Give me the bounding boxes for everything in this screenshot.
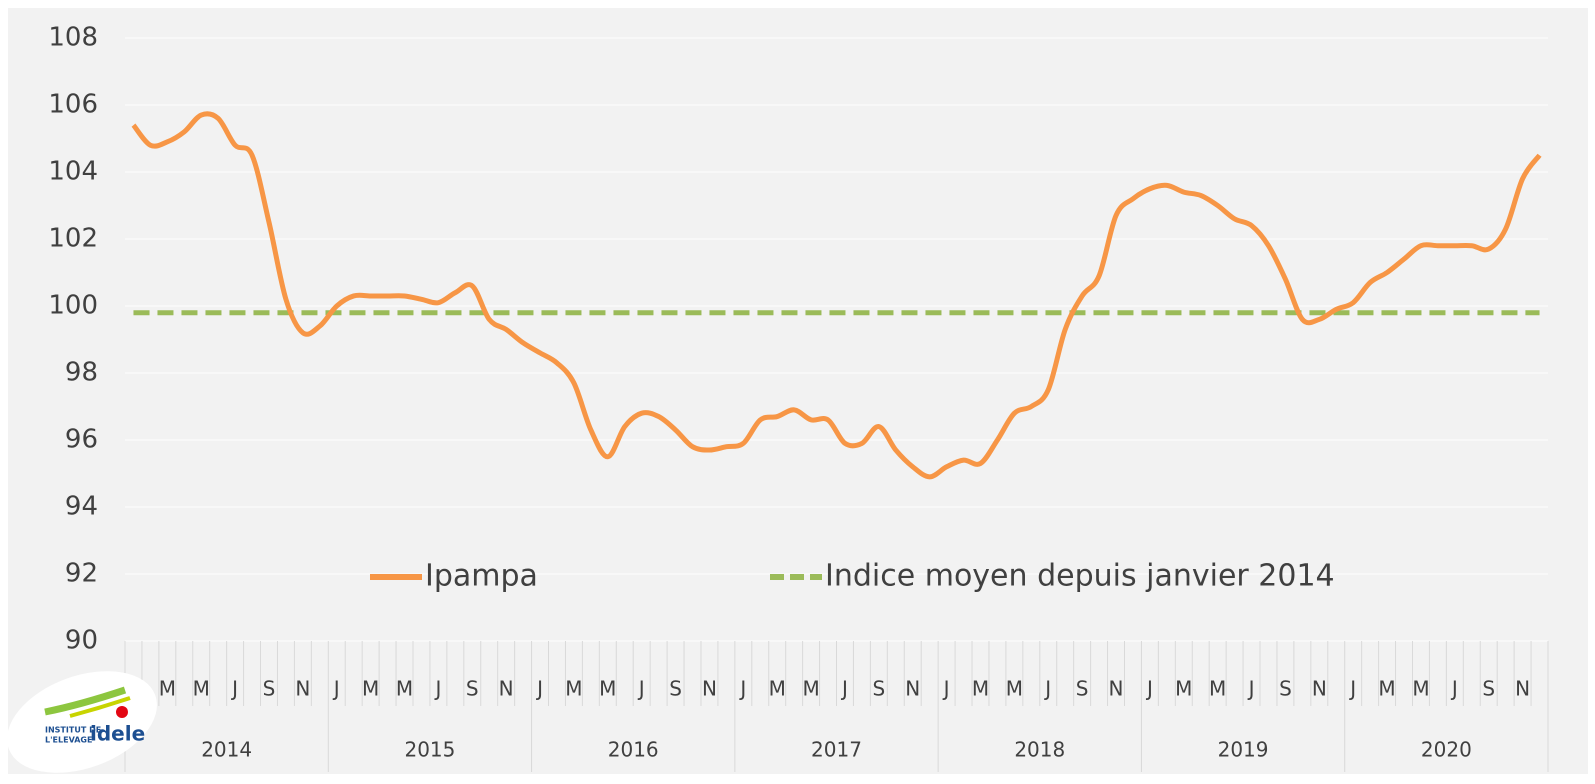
x-tick-label: J — [840, 677, 848, 701]
x-tick-label: M — [769, 677, 786, 701]
x-tick-label: J — [637, 677, 645, 701]
logo-brand: idele — [90, 722, 145, 746]
x-tick-label: M — [1378, 677, 1395, 701]
x-tick-label: S — [1279, 677, 1292, 701]
x-tick-label: M — [396, 677, 413, 701]
legend-label: Ipampa — [425, 559, 538, 594]
y-tick-label: 100 — [48, 291, 98, 321]
x-tick-label: J — [433, 677, 441, 701]
legend-label: Indice moyen depuis janvier 2014 — [825, 559, 1335, 594]
x-tick-label: N — [499, 677, 514, 701]
x-tick-label: J — [1145, 677, 1153, 701]
x-tick-label: M — [972, 677, 989, 701]
x-tick-label: J — [535, 677, 543, 701]
x-tick-label: M — [565, 677, 582, 701]
x-tick-label: S — [872, 677, 885, 701]
series-line — [131, 111, 1542, 480]
y-tick-label: 102 — [48, 224, 98, 254]
x-tick-label: J — [942, 677, 950, 701]
x-tick-label: J — [1247, 677, 1255, 701]
y-tick-label: 94 — [65, 492, 98, 522]
year-label: 2015 — [404, 738, 455, 762]
year-label: 2017 — [811, 738, 862, 762]
x-tick-label: N — [702, 677, 717, 701]
y-tick-label: 104 — [48, 157, 98, 187]
x-tick-label: S — [466, 677, 479, 701]
logo-swoosh — [69, 696, 131, 718]
x-tick-label: M — [1209, 677, 1226, 701]
logo-text: L'ELEVAGE — [45, 736, 92, 745]
x-tick-label: N — [1109, 677, 1124, 701]
logo-badge — [7, 671, 157, 773]
x-tick-label: N — [905, 677, 920, 701]
logo-swoosh — [44, 686, 127, 716]
logo-text: INSTITUT DE — [45, 726, 101, 735]
x-tick-label: J — [738, 677, 746, 701]
year-label: 2016 — [608, 738, 659, 762]
x-tick-label: M — [362, 677, 379, 701]
x-tick-label: J — [230, 677, 238, 701]
y-tick-label: 98 — [65, 358, 98, 388]
y-tick-label: 92 — [65, 559, 98, 589]
y-tick-label: 90 — [65, 626, 98, 656]
x-tick-label: J — [1043, 677, 1051, 701]
x-tick-label: M — [802, 677, 819, 701]
x-tick-label: M — [1006, 677, 1023, 701]
y-tick-label: 106 — [48, 90, 98, 120]
x-tick-label: J — [1348, 677, 1356, 701]
year-label: 2020 — [1421, 738, 1472, 762]
x-tick-label: M — [159, 677, 176, 701]
y-tick-label: 96 — [65, 425, 98, 455]
x-tick-label: N — [1312, 677, 1327, 701]
chart-background — [8, 8, 1588, 774]
logo: INSTITUT DE L'ELEVAGE idele — [7, 671, 157, 773]
x-tick-label: N — [1515, 677, 1530, 701]
x-tick-label: M — [193, 677, 210, 701]
x-tick-label: N — [295, 677, 310, 701]
x-tick-label: M — [599, 677, 616, 701]
x-tick-label: J — [332, 677, 340, 701]
y-tick-label: 108 — [48, 23, 98, 53]
x-tick-label: M — [1412, 677, 1429, 701]
x-tick-label: J — [1450, 677, 1458, 701]
x-tick-label: S — [263, 677, 276, 701]
year-label: 2018 — [1014, 738, 1065, 762]
logo-dot — [116, 706, 128, 718]
x-tick-label: S — [669, 677, 682, 701]
x-tick-label: S — [1076, 677, 1089, 701]
x-tick-label: S — [1482, 677, 1495, 701]
x-tick-label: M — [1175, 677, 1192, 701]
year-label: 2014 — [201, 738, 252, 762]
year-label: 2019 — [1218, 738, 1269, 762]
